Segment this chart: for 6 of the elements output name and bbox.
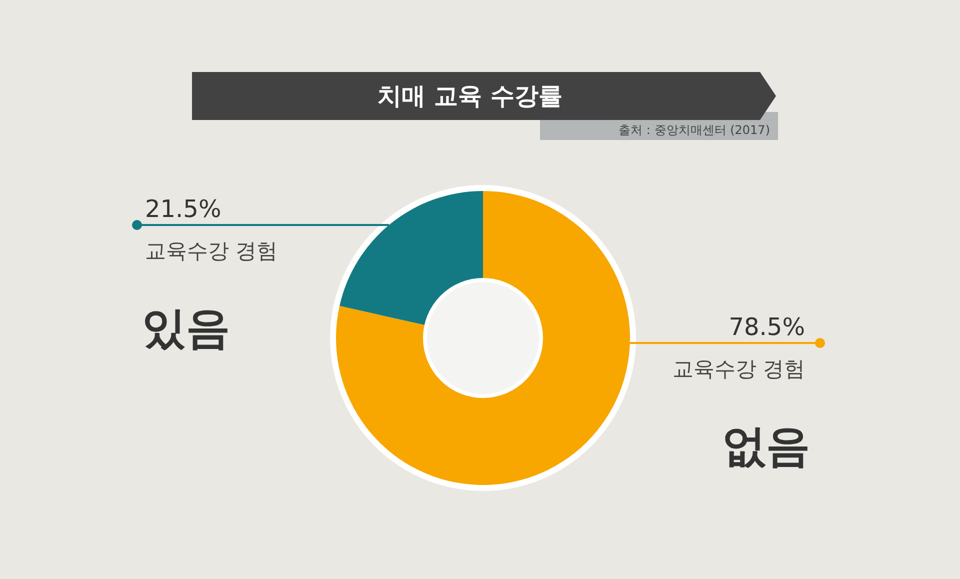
chart-title: 치매 교육 수강률 <box>378 82 562 110</box>
data-label: 21.5% <box>145 195 222 223</box>
category-label: 교육수강 경험 없음 <box>672 357 810 472</box>
data-label: 78.5% <box>728 313 805 341</box>
chart-subtitle: 출처 : 중앙치매센터 (2017) <box>618 123 770 137</box>
category-label: 교육수강 경험 있음 <box>142 239 278 354</box>
